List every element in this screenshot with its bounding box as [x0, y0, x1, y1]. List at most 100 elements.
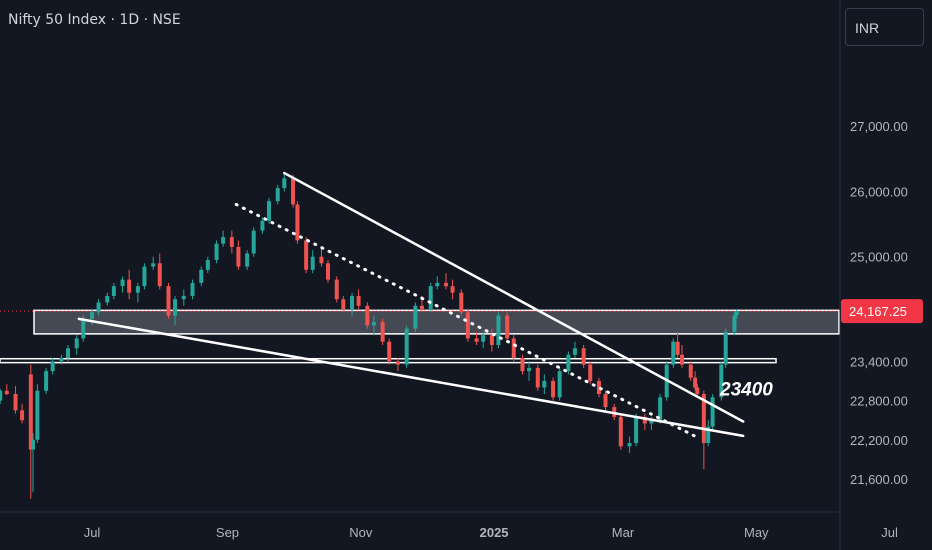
candle-body	[404, 328, 409, 365]
candle	[395, 358, 400, 372]
candle	[542, 374, 547, 395]
candle	[520, 354, 525, 375]
candle-body	[603, 394, 608, 408]
candle-body	[413, 305, 418, 329]
candle	[572, 341, 577, 359]
candle	[444, 273, 448, 290]
candle	[551, 377, 556, 401]
candle	[205, 256, 210, 274]
candle-body	[474, 338, 479, 342]
candle	[557, 367, 562, 401]
candle	[166, 282, 171, 319]
candle	[181, 289, 186, 306]
candle	[706, 420, 711, 447]
candle	[365, 302, 370, 329]
x-tick-label: Mar	[612, 525, 635, 540]
candle-body	[13, 394, 18, 411]
candle-body	[135, 286, 140, 293]
candle-body	[542, 380, 547, 388]
candle-body	[535, 367, 540, 388]
candle-body	[4, 390, 9, 395]
candle-body	[50, 361, 55, 372]
candle-body	[581, 348, 586, 365]
candle-body	[142, 266, 147, 287]
last-price-tag: 24,167.25	[841, 299, 923, 324]
x-tick-label: May	[744, 525, 769, 540]
candle-body	[693, 377, 698, 388]
candle-body	[481, 335, 486, 342]
candle-body	[566, 354, 571, 372]
candle	[387, 338, 392, 365]
candle	[90, 309, 94, 326]
candle-body	[214, 243, 219, 261]
y-tick-label: 22,800.00	[850, 394, 908, 409]
candle	[719, 361, 724, 401]
candle-body	[31, 439, 35, 450]
candle	[710, 394, 715, 430]
candle	[527, 361, 532, 381]
candle-body	[572, 348, 577, 355]
candle	[31, 433, 35, 493]
candle-body	[527, 367, 532, 372]
candle-body	[557, 371, 562, 398]
candle	[44, 367, 49, 395]
candle	[111, 282, 116, 300]
candle-body	[671, 341, 676, 365]
lower-wedge-line[interactable]	[77, 317, 745, 438]
candle-body	[127, 279, 132, 293]
y-tick-label: 22,200.00	[850, 433, 908, 448]
candle-body	[444, 282, 448, 287]
candle-body	[190, 282, 195, 296]
candle	[199, 266, 204, 287]
candle-body	[229, 237, 234, 247]
candle	[428, 282, 433, 313]
candle	[236, 240, 241, 270]
candle-body	[428, 286, 433, 310]
candle-body	[304, 240, 309, 270]
candle-body	[291, 178, 296, 205]
candle	[627, 436, 632, 453]
candle	[275, 184, 280, 205]
candle	[267, 197, 271, 225]
candle-body	[551, 380, 556, 398]
candle-body	[680, 354, 684, 365]
candle	[13, 386, 18, 414]
candle-body	[59, 358, 64, 362]
candle	[489, 328, 494, 352]
y-tick-label: 21,600.00	[850, 472, 908, 487]
upper-wedge-line[interactable]	[283, 171, 745, 423]
candle-body	[706, 426, 711, 444]
dotted-channel-line[interactable]	[234, 202, 701, 440]
candle-body	[90, 312, 94, 319]
candle-body	[627, 443, 632, 447]
candle	[65, 344, 70, 362]
candle-body	[710, 397, 715, 427]
candle	[127, 269, 132, 300]
candle-body	[111, 286, 116, 296]
resistance-zone[interactable]	[33, 309, 840, 335]
y-tick-label: 25,000.00	[850, 250, 908, 265]
candle	[173, 295, 178, 326]
candle	[20, 403, 25, 424]
candle	[74, 335, 79, 355]
candle-body	[334, 279, 339, 300]
candle-body	[511, 338, 516, 359]
candle	[435, 276, 440, 290]
candle	[371, 315, 376, 336]
currency-button[interactable]: INR	[845, 8, 924, 46]
candle	[221, 230, 226, 247]
candle-body	[81, 318, 86, 339]
candle-body	[350, 295, 355, 310]
candle	[304, 237, 309, 274]
candle-body	[120, 279, 125, 287]
candle-body	[618, 416, 623, 447]
candle	[59, 354, 64, 365]
candle	[588, 361, 593, 385]
candle-body	[282, 178, 287, 189]
candle	[496, 312, 501, 349]
candle-body	[199, 269, 204, 283]
candle-body	[387, 341, 392, 362]
candle	[642, 413, 647, 430]
